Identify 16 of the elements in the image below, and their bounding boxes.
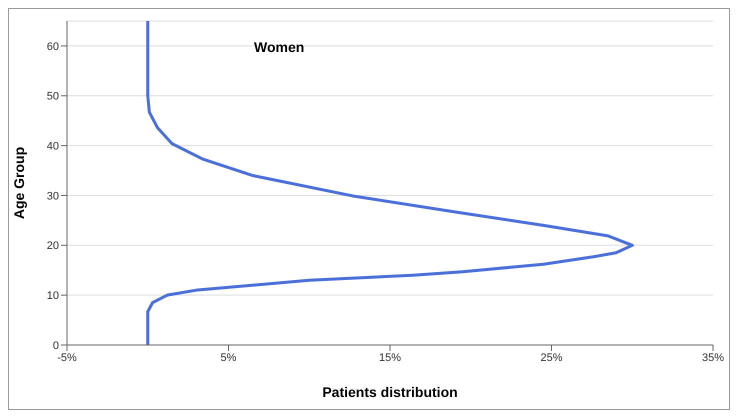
y-tick-label: 10 [46,290,59,302]
y-tick-label: 40 [46,140,59,153]
x-tick-label: 35% [702,352,724,364]
line-series [146,21,634,345]
y-tick-label: 0 [52,340,59,352]
text: Women [254,39,304,55]
x-tick-label: 5% [220,352,237,364]
y-tick-label: 30 [46,190,59,202]
y-tick-label: 60 [46,40,59,53]
y-tick-label: 50 [46,90,59,103]
x-axis-title: Patients distribution [322,384,458,400]
y-axis-title: Age Group [10,146,27,220]
x-tick-label: 25% [540,352,563,364]
x-tick-label: -5% [57,352,77,364]
x-tick-label: 15% [378,352,402,364]
y-tick-label: 20 [46,240,59,252]
